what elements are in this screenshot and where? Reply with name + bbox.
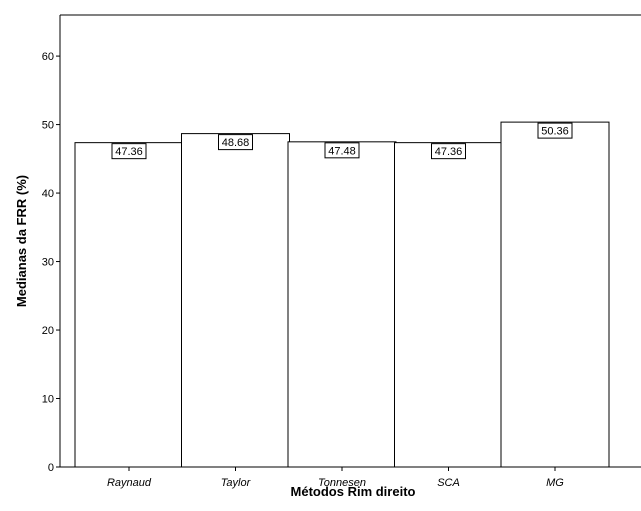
y-tick-label: 30 (42, 257, 54, 269)
bar-sca (394, 142, 503, 468)
y-axis-title: Medianas da FRR (%) (14, 175, 29, 307)
y-tick-label: 20 (42, 325, 54, 337)
y-tick-label: 40 (42, 188, 54, 200)
bars: 47.36 48.68 47.48 47.36 50.36 (74, 121, 610, 468)
bar-mg (500, 121, 610, 468)
bar-raynaud (74, 142, 184, 468)
y-axis-ticks: 0 10 20 30 40 50 60 (42, 51, 60, 474)
data-label-box (111, 143, 147, 160)
x-axis-tick-labels: Raynaud Taylor Tonnesen SCA MG (107, 467, 564, 489)
x-tick-label: Taylor (221, 477, 252, 489)
x-tick-label: MG (546, 477, 564, 489)
data-label: 47.48 (328, 145, 356, 157)
data-label-box (218, 134, 253, 151)
y-tick-label: 0 (48, 462, 54, 474)
data-label: 47.36 (435, 146, 463, 158)
bar-tonnesen (287, 141, 397, 468)
data-label: 48.68 (222, 137, 250, 149)
data-label-box (431, 143, 466, 160)
y-tick-label: 10 (42, 394, 54, 406)
y-tick-label: 50 (42, 120, 54, 132)
bar-taylor (181, 133, 290, 468)
data-label-box (324, 142, 360, 159)
x-tick-label: Raynaud (107, 477, 152, 489)
y-tick-label: 60 (42, 51, 54, 63)
x-axis-title: Métodos Rim direito (291, 484, 416, 499)
data-label: 47.36 (115, 146, 143, 158)
data-label-box (537, 122, 573, 139)
x-tick-label: Tonnesen (318, 477, 366, 489)
data-label: 50.36 (541, 126, 569, 138)
x-tick-label: SCA (437, 477, 460, 489)
